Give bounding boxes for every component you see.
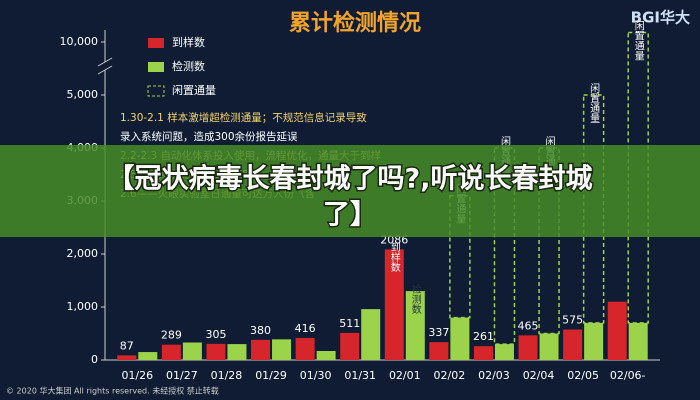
annotation: 录入系统问题，造成300余份报告延误: [120, 130, 298, 143]
bar: [384, 249, 404, 360]
x-tick-label: 01/29: [255, 369, 287, 382]
bar: [340, 332, 360, 360]
bar: [539, 333, 559, 360]
data-label: 511: [339, 317, 360, 330]
legend-label: 闲置通量: [172, 83, 216, 97]
x-tick-label: 02/01: [389, 369, 421, 382]
footer: © 2020 华大集团 All rights reserved. 未经授权 禁止…: [6, 386, 219, 396]
axis-break: [97, 57, 113, 67]
x-tick-label: 01/31: [344, 369, 376, 382]
logo: BGI华大: [631, 9, 690, 27]
data-label: 289: [161, 329, 182, 342]
bar: [161, 344, 181, 360]
bar-text: 闲置通量: [632, 19, 644, 60]
x-tick-label: 01/27: [166, 369, 198, 382]
data-label: 337: [428, 326, 449, 339]
x-tick-label: 02/02: [434, 369, 466, 382]
data-label: 575: [562, 314, 583, 327]
y-tick-label: 5,000: [67, 88, 99, 101]
bar: [628, 322, 648, 360]
data-label: 416: [295, 322, 316, 335]
bar: [450, 317, 470, 360]
legend-label: 检测数: [172, 59, 205, 73]
bar: [227, 344, 247, 360]
bar: [361, 309, 381, 360]
data-label: 261: [473, 330, 494, 343]
data-label: 87: [120, 339, 134, 352]
bar: [272, 339, 292, 360]
x-tick-label: 02/05: [567, 369, 599, 382]
bar: [627, 31, 649, 324]
axis-break: [97, 65, 113, 75]
bar-text: 到样数: [388, 242, 400, 273]
bar: [316, 350, 336, 360]
bar: [117, 355, 137, 360]
chart-title: 累计检测情况: [289, 10, 421, 36]
legend-swatch: [148, 62, 164, 72]
axis-break-gap: [100, 62, 110, 70]
bar: [295, 337, 315, 360]
legend-swatch: [148, 38, 164, 48]
legend-swatch: [147, 85, 165, 97]
bar: [494, 344, 514, 360]
bar: [405, 291, 425, 360]
bar: [251, 339, 271, 360]
bar-text: 闲置通量: [588, 82, 600, 123]
x-tick-label: 01/28: [211, 369, 243, 382]
bar: [473, 346, 493, 360]
bar: [518, 335, 538, 360]
annotation: 1.30-2.1 样本激增超检测通量；不规范信息记录导致: [120, 111, 367, 124]
y-tick-label: 2,000: [67, 247, 99, 260]
legend-label: 到样数: [172, 35, 205, 49]
y-tick-label: 1,000: [67, 300, 99, 313]
data-label: 305: [205, 328, 226, 341]
x-tick-label: 01/26: [121, 369, 153, 382]
bar: [429, 342, 449, 360]
bar: [182, 342, 202, 360]
bar-text: 检测数: [409, 283, 421, 315]
y-tick-label: 10,000: [60, 35, 99, 48]
x-tick-label: 02/06-: [610, 369, 646, 382]
data-label: 465: [518, 319, 539, 332]
bar: [584, 322, 604, 360]
x-tick-label: 01/30: [300, 369, 332, 382]
y-tick-label: 0: [91, 353, 98, 366]
bar: [206, 343, 226, 360]
banner: [0, 145, 700, 237]
bar: [138, 352, 158, 360]
data-label: 380: [250, 324, 271, 337]
bar: [563, 329, 583, 360]
x-tick-label: 02/04: [523, 369, 555, 382]
bar: [607, 301, 627, 360]
banner-text: 【冠状病毒长春封城了吗?,听说长春封城: [108, 164, 593, 195]
x-tick-label: 02/03: [478, 369, 510, 382]
banner-text: 了】: [323, 200, 377, 231]
